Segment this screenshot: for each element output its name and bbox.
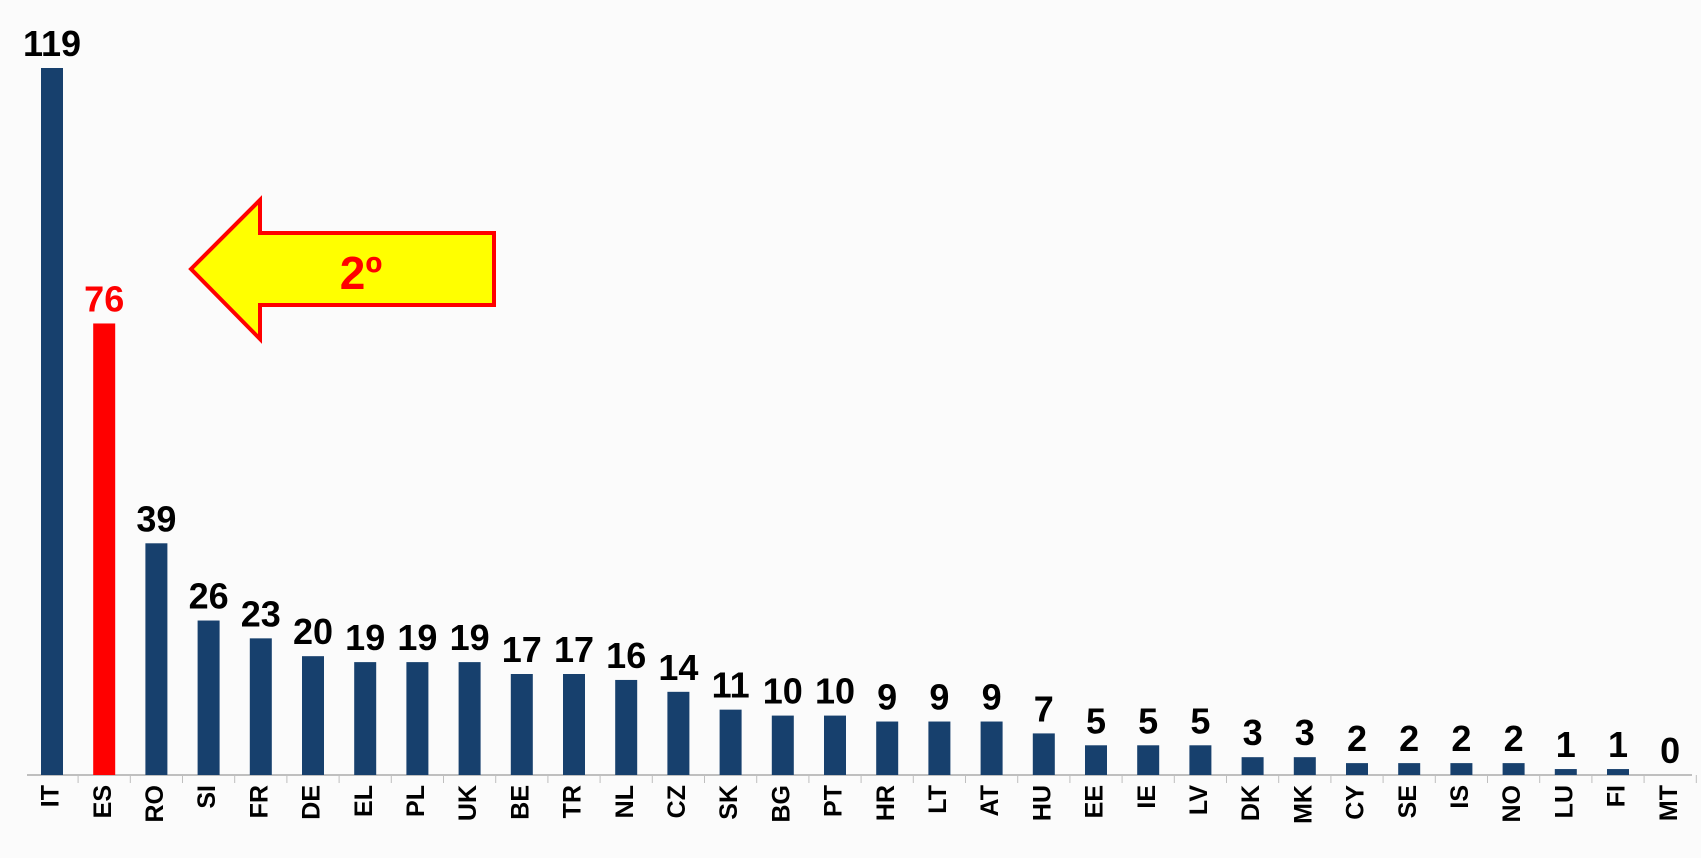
- value-label: 9: [982, 677, 1002, 718]
- x-tick-label: MT: [1655, 785, 1683, 821]
- x-tick-label: EL: [350, 785, 378, 817]
- bar: [510, 674, 533, 775]
- bar: [406, 662, 429, 775]
- value-label: 0: [1660, 730, 1680, 771]
- x-tick-label: CZ: [663, 785, 691, 818]
- bar: [615, 679, 638, 775]
- x-tick-label: CY: [1342, 785, 1370, 820]
- bar: [458, 662, 481, 775]
- bar: [145, 543, 168, 775]
- bar: [1607, 769, 1629, 775]
- bar: [1450, 763, 1473, 775]
- value-label: 3: [1295, 712, 1315, 753]
- value-label: 19: [397, 617, 437, 658]
- bar: [1189, 745, 1212, 775]
- bar: [563, 674, 585, 775]
- annotation-arrow: 2º: [188, 195, 496, 344]
- bar: [1137, 745, 1160, 775]
- value-label: 26: [189, 576, 229, 617]
- x-tick-label: TR: [559, 785, 587, 818]
- x-tick-label: DK: [1237, 785, 1265, 821]
- bar: [1032, 733, 1055, 775]
- bar: [197, 620, 220, 775]
- bar: [667, 691, 690, 775]
- x-tick-label: ES: [89, 785, 117, 818]
- value-label: 19: [450, 617, 490, 658]
- x-tick-label: SI: [193, 785, 221, 809]
- bar: [1398, 763, 1421, 775]
- x-tick-label: BE: [506, 785, 534, 820]
- x-tick-label: HU: [1028, 785, 1056, 821]
- x-tick-label: NO: [1498, 785, 1526, 823]
- x-tick-label: PL: [402, 785, 430, 817]
- bar: [980, 721, 1003, 775]
- value-label: 11: [712, 665, 750, 706]
- bar: [928, 721, 951, 775]
- x-tick-label: IE: [1133, 785, 1161, 809]
- bar: [1293, 757, 1316, 775]
- bar: [302, 656, 324, 775]
- bar: [1241, 757, 1264, 775]
- x-tick-label: SK: [715, 785, 743, 820]
- x-tick-label: MK: [1289, 785, 1317, 824]
- value-label: 10: [763, 671, 803, 712]
- annotation-text: 2º: [340, 247, 383, 299]
- value-label: 23: [241, 593, 281, 634]
- value-label: 16: [606, 635, 646, 676]
- value-label: 2: [1347, 718, 1367, 759]
- x-tick-label: FI: [1603, 785, 1631, 807]
- x-tick-label: LU: [1550, 785, 1578, 818]
- value-label: 17: [554, 629, 594, 670]
- value-label: 2: [1399, 718, 1419, 759]
- bar: [1502, 763, 1525, 775]
- value-label: 119: [23, 23, 81, 64]
- bar: [719, 709, 742, 775]
- bar: [93, 323, 116, 775]
- value-label: 76: [84, 278, 124, 319]
- bar: [249, 638, 272, 775]
- bar: [354, 662, 377, 775]
- bar: [1554, 769, 1577, 775]
- value-label: 9: [929, 677, 949, 718]
- bar: [41, 68, 63, 775]
- x-tick-label: LV: [1185, 785, 1213, 815]
- x-tick-label: UK: [454, 785, 482, 821]
- value-label: 5: [1190, 700, 1210, 741]
- value-label: 5: [1138, 700, 1158, 741]
- bar: [824, 715, 846, 775]
- x-tick-label: SE: [1394, 785, 1422, 818]
- x-tick-label: EE: [1081, 785, 1109, 818]
- value-label: 5: [1086, 700, 1106, 741]
- value-label: 19: [345, 617, 385, 658]
- value-label: 3: [1243, 712, 1263, 753]
- value-label: 2: [1504, 718, 1524, 759]
- value-label: 17: [502, 629, 542, 670]
- x-tick-label: AT: [976, 785, 1004, 816]
- x-tick-label: PT: [820, 785, 848, 817]
- value-label: 14: [658, 647, 698, 688]
- bar: [771, 715, 794, 775]
- value-label: 1: [1608, 724, 1628, 765]
- bar: [1085, 745, 1107, 775]
- x-tick-label: IS: [1446, 785, 1474, 809]
- x-tick-label: LT: [924, 785, 952, 814]
- x-tick-label: FR: [245, 785, 273, 818]
- bar: [1346, 763, 1368, 775]
- x-tick-label: NL: [611, 785, 639, 818]
- value-label: 2: [1451, 718, 1471, 759]
- arrow-shape: [188, 195, 496, 344]
- x-tick-label: HR: [872, 785, 900, 821]
- value-label: 1: [1556, 724, 1576, 765]
- x-tick-label: DE: [298, 785, 326, 820]
- value-label: 9: [877, 677, 897, 718]
- bar: [876, 721, 899, 775]
- value-label: 10: [815, 671, 855, 712]
- value-label: 39: [136, 498, 176, 539]
- value-label: 20: [293, 611, 333, 652]
- value-label: 7: [1034, 688, 1054, 729]
- x-tick-label: IT: [37, 785, 65, 807]
- x-tick-label: BG: [767, 785, 795, 823]
- x-tick-label: RO: [141, 785, 169, 823]
